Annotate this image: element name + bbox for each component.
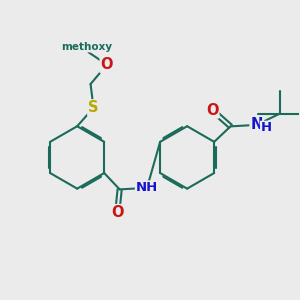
Text: O: O — [111, 205, 124, 220]
Text: H: H — [261, 122, 272, 134]
Text: NH: NH — [136, 182, 158, 194]
Text: O: O — [206, 103, 218, 118]
Text: O: O — [101, 57, 113, 72]
Text: S: S — [88, 100, 99, 115]
Text: N: N — [250, 117, 263, 132]
Text: methoxy: methoxy — [61, 42, 112, 52]
